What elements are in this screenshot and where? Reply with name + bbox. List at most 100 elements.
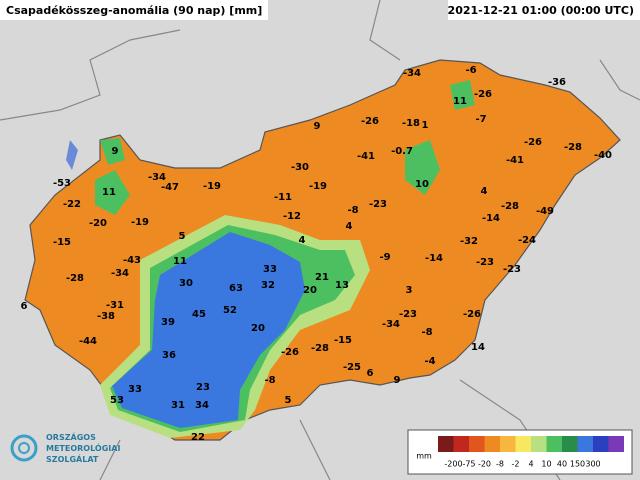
station-value: -19 <box>309 181 327 192</box>
station-value: -23 <box>399 309 417 320</box>
station-value: 23 <box>196 382 210 393</box>
station-value: -26 <box>474 89 492 100</box>
legend-tick-label: -8 <box>496 460 504 469</box>
station-value: -23 <box>476 257 494 268</box>
station-value: 63 <box>229 283 243 294</box>
station-value: -34 <box>148 172 166 183</box>
legend-tick-label: 10 <box>541 460 551 469</box>
station-value: 14 <box>471 342 485 353</box>
station-value: -53 <box>53 178 71 189</box>
station-value: 11 <box>102 187 116 198</box>
legend-swatch <box>531 436 547 452</box>
station-value: -23 <box>503 264 521 275</box>
station-value: -30 <box>291 162 309 173</box>
blue-zone <box>112 232 305 428</box>
station-value: 45 <box>192 309 206 320</box>
station-value: 6 <box>367 368 374 379</box>
station-value: 33 <box>128 384 142 395</box>
station-value: 30 <box>179 278 193 289</box>
station-value: 53 <box>110 395 124 406</box>
legend-swatch <box>577 436 593 452</box>
legend-unit: mm <box>416 452 432 461</box>
station-value: -22 <box>63 199 81 210</box>
station-value: -7 <box>475 114 486 125</box>
legend-swatch <box>484 436 500 452</box>
logo-text: METEOROLÓGIAI <box>46 442 120 453</box>
legend-tick-label: -2 <box>512 460 520 469</box>
station-value: -6 <box>465 65 476 76</box>
station-value: -8 <box>264 375 275 386</box>
station-value: -9 <box>379 252 390 263</box>
station-value: 6 <box>21 301 28 312</box>
station-value: -12 <box>283 211 301 222</box>
station-value: 21 <box>315 272 329 283</box>
station-value: 4 <box>481 186 488 197</box>
station-value: 22 <box>191 432 205 443</box>
station-value: -43 <box>123 255 141 266</box>
legend-swatch <box>453 436 469 452</box>
station-value: 5 <box>285 395 292 406</box>
station-value: 52 <box>223 305 237 316</box>
station-value: 39 <box>161 317 175 328</box>
legend-tick-label: 40 <box>557 460 567 469</box>
legend-swatch <box>469 436 485 452</box>
station-value: -11 <box>274 192 292 203</box>
station-value: -15 <box>334 335 352 346</box>
station-value: -44 <box>79 336 97 347</box>
legend-swatch <box>438 436 454 452</box>
logo-mark <box>10 434 38 462</box>
station-value: -41 <box>506 155 524 166</box>
station-value: -26 <box>281 347 299 358</box>
station-value: -25 <box>343 362 361 373</box>
station-value: -38 <box>97 311 115 322</box>
station-value: -26 <box>463 309 481 320</box>
logo-text: SZOLGÁLAT <box>46 453 99 464</box>
station-value: 9 <box>394 375 401 386</box>
station-value: -14 <box>425 253 443 264</box>
legend-swatch <box>515 436 531 452</box>
legend-swatch <box>500 436 516 452</box>
station-value: 33 <box>263 264 277 275</box>
station-value: 31 <box>171 400 185 411</box>
legend-swatch <box>546 436 562 452</box>
legend-tick-label: 4 <box>528 460 533 469</box>
legend-tick-label: 300 <box>585 460 600 469</box>
legend-swatch <box>608 436 624 452</box>
timestamp-box <box>448 0 640 20</box>
station-value: -47 <box>161 182 179 193</box>
logo-mark-inner <box>18 442 30 454</box>
station-value: -20 <box>89 218 107 229</box>
station-value: 36 <box>162 350 176 361</box>
station-value: 10 <box>415 179 429 190</box>
station-value: -41 <box>357 151 375 162</box>
logo-text: ORSZÁGOS <box>46 431 96 442</box>
station-value: -15 <box>53 237 71 248</box>
station-value: 20 <box>303 285 317 296</box>
station-value: -28 <box>66 273 84 284</box>
station-value: 11 <box>453 96 467 107</box>
station-value: -49 <box>536 206 554 217</box>
station-value: -28 <box>501 201 519 212</box>
legend-swatch <box>562 436 578 452</box>
station-value: -18 <box>402 118 420 129</box>
station-value: 4 <box>299 235 306 246</box>
station-value: 20 <box>251 323 265 334</box>
station-value: -32 <box>460 236 478 247</box>
legend: mm -200 -75 -20 -8 -2 4 10 40 150 300 <box>407 429 633 475</box>
station-value: 11 <box>173 256 187 267</box>
station-value: -34 <box>403 68 421 79</box>
station-value: 34 <box>195 400 209 411</box>
station-value: -24 <box>518 235 536 246</box>
timestamp: 2021-12-21 01:00 (00:00 UTC) <box>448 4 634 17</box>
station-value: -4 <box>424 356 435 367</box>
legend-tick-label: -75 <box>462 460 475 469</box>
station-value: -34 <box>111 268 129 279</box>
station-value: -23 <box>369 199 387 210</box>
station-value: -8 <box>421 327 432 338</box>
station-value: -26 <box>361 116 379 127</box>
station-value: -28 <box>564 142 582 153</box>
